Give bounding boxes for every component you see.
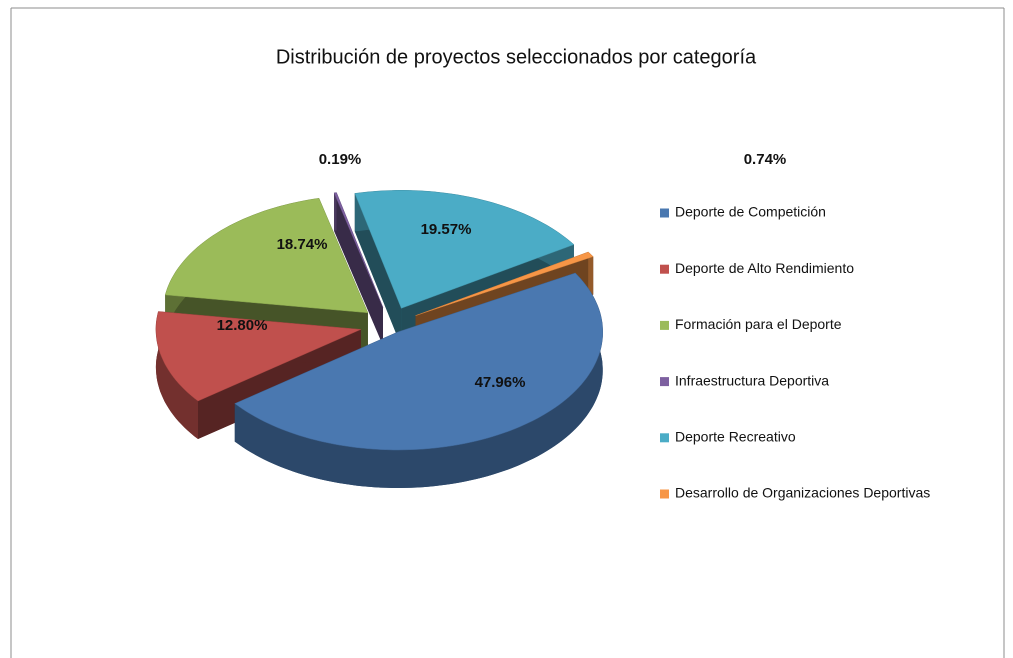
slice-top (164, 198, 369, 314)
slice-top (155, 311, 362, 402)
legend-swatch (660, 320, 669, 330)
data-label: 0.74% (744, 151, 787, 168)
data-label: 12.80% (217, 317, 268, 334)
chart-title: Distribución de proyectos seleccionados … (276, 46, 757, 68)
slice-top (333, 192, 384, 308)
slice-rim (155, 311, 198, 439)
slice-top (354, 190, 575, 309)
slice-rim (588, 252, 594, 295)
legend-label: Infraestructura Deportiva (675, 372, 829, 388)
legend-label: Desarrollo de Organizaciones Deportivas (675, 485, 930, 501)
data-label: 47.96% (475, 374, 526, 391)
slice-rim (234, 273, 603, 488)
legend-swatch (660, 208, 669, 218)
legend-label: Deporte de Alto Rendimiento (675, 260, 854, 276)
slice-wall (336, 192, 383, 346)
legend-label: Deporte de Competición (675, 204, 826, 220)
slice-top (415, 251, 594, 316)
data-label: 0.19% (319, 151, 362, 168)
legend-swatch (660, 264, 669, 274)
slice-wall (354, 193, 402, 347)
slice (234, 272, 603, 488)
legend-label: Deporte Recreativo (675, 429, 796, 445)
legend-swatch (660, 377, 669, 387)
slice (354, 190, 575, 347)
slice (333, 192, 384, 346)
data-label: 19.57% (421, 221, 472, 238)
slice-rim (334, 192, 337, 231)
legend-label: Formación para el Deporte (675, 316, 842, 332)
data-label: 18.74% (277, 236, 328, 253)
legend-swatch (660, 433, 669, 443)
legend-swatch (660, 489, 669, 499)
slice-top (234, 272, 603, 451)
